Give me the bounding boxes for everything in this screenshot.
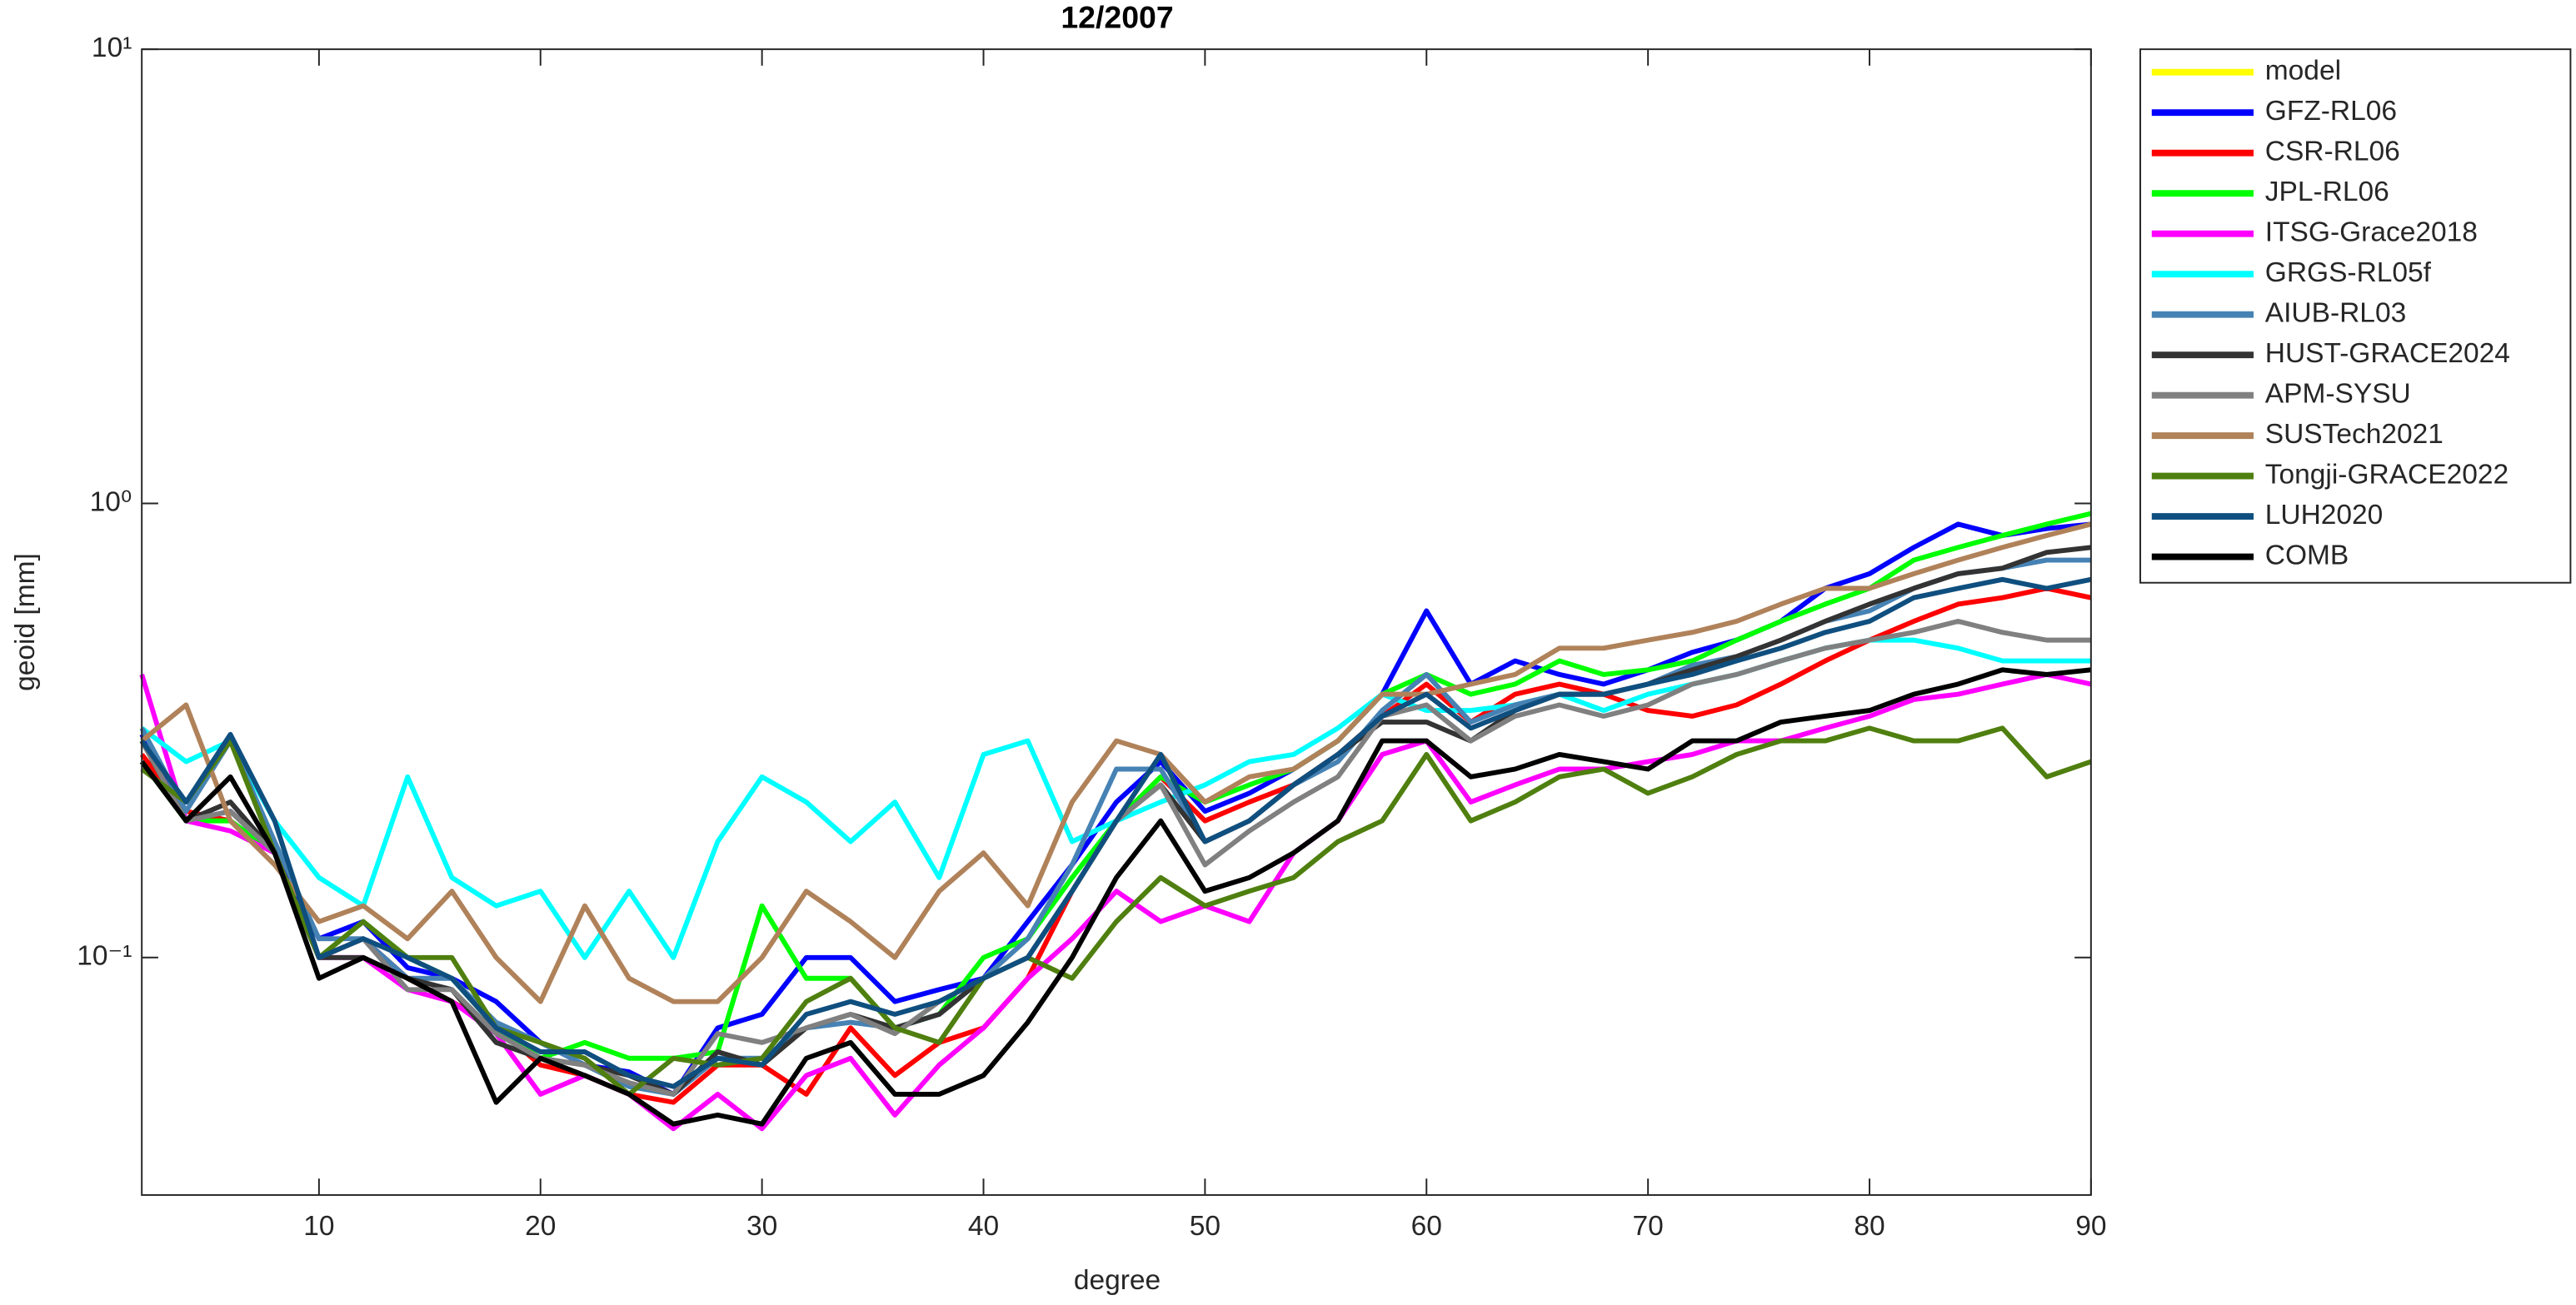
y-axis-label: geoid [mm] [10,553,41,691]
legend-label: JPL-RL06 [2265,177,2389,207]
legend-label: LUH2020 [2265,500,2384,530]
series-line [140,521,2092,1004]
legend-label: AIUB-RL03 [2265,298,2406,329]
legend-label: Tongji-GRACE2022 [2265,459,2509,490]
x-tick-label: 40 [968,1211,999,1242]
y-tick-label: 10⁻¹ [77,941,132,972]
legend-label: SUSTech2021 [2265,419,2444,450]
legend-label: model [2265,56,2341,87]
x-tick-label: 70 [1632,1211,1663,1242]
legend-label: ITSG-Grace2018 [2265,217,2478,248]
axes-box [141,48,2092,1196]
legend-label: GRGS-RL05f [2265,257,2432,288]
legend-label: COMB [2265,540,2349,570]
series-line [139,671,2092,1132]
legend-label: APM-SYSU [2265,378,2411,409]
x-tick-label: 20 [525,1211,556,1242]
x-axis-label: degree [1074,1265,1161,1296]
y-tick-label: 10¹ [92,32,132,63]
y-tick-label: 10⁰ [90,486,132,517]
x-tick-label: 80 [1854,1211,1885,1242]
x-tick-label: 90 [2075,1211,2106,1242]
x-tick-label: 30 [746,1211,777,1242]
series-line [139,576,2092,1089]
chart-title: 12/2007 [1061,0,1173,35]
series-line [140,725,2092,1097]
x-tick-label: 50 [1190,1211,1221,1242]
x-tick-label: 10 [303,1211,334,1242]
legend-label: CSR-RL06 [2265,137,2400,167]
x-tick-label: 60 [1411,1211,1442,1242]
legend: model GFZ-RL06 CSR-RL06 JPL-RL06 ITSG-Grace2… [2151,56,2510,570]
legend-label: GFZ-RL06 [2265,96,2397,127]
series-line [139,667,2092,1127]
legend-label: HUST-GRACE2024 [2265,338,2510,369]
plot-area: 10 20 30 40 50 60 70 80 90 10⁻¹ 10⁰ 10¹ [77,32,2106,1242]
